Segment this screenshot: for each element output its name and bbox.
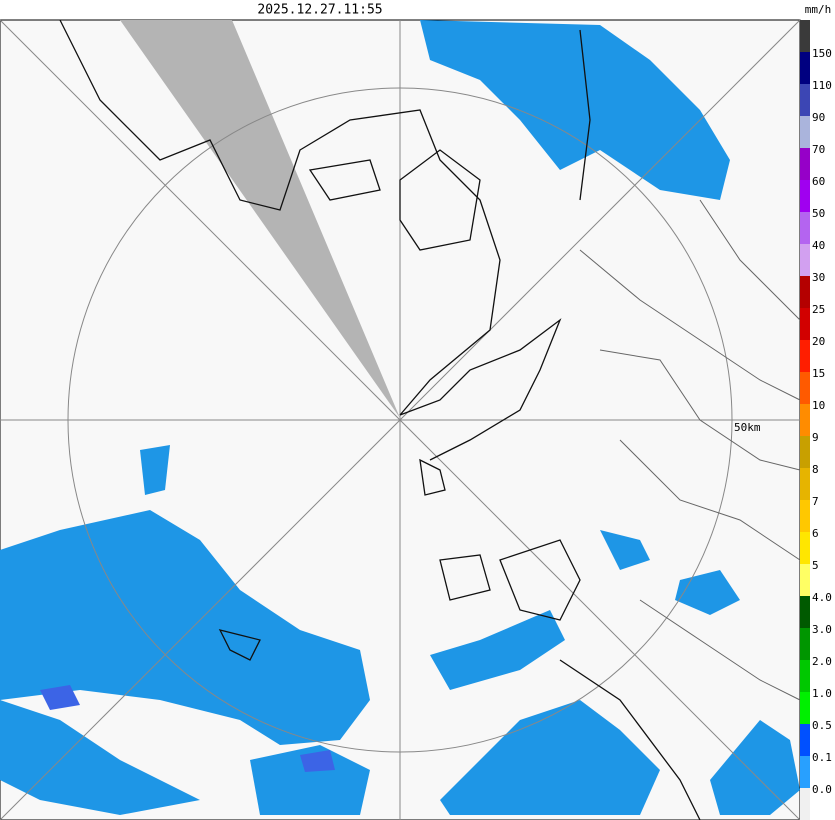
timestamp: 2025.12.27.11:55 <box>257 3 382 18</box>
legend-swatch <box>800 148 810 180</box>
legend-swatch <box>800 244 810 276</box>
precipitation <box>0 20 800 815</box>
legend-label: 2.0 <box>812 655 832 668</box>
legend-swatch <box>800 52 810 84</box>
legend-label: 110 <box>812 79 832 92</box>
range-label: 50km <box>734 421 761 434</box>
legend-swatch <box>800 84 810 116</box>
legend-label: 30 <box>812 271 825 284</box>
legend-label: 20 <box>812 335 825 348</box>
coastline <box>59 19 701 820</box>
blocked-beam <box>120 20 400 418</box>
legend-label: 90 <box>812 111 825 124</box>
legend-label: 0.1 <box>812 751 832 764</box>
legend-label: 0.0 <box>812 783 832 796</box>
legend-label: 7 <box>812 495 819 508</box>
legend-label: 8 <box>812 463 819 476</box>
legend-swatch <box>800 308 810 340</box>
boundaries <box>579 199 801 701</box>
legend-swatch <box>800 692 810 724</box>
legend-unit: mm/h <box>805 3 832 16</box>
legend-swatch <box>800 468 810 500</box>
legend-swatch <box>800 724 810 756</box>
legend-swatch <box>800 180 810 212</box>
legend-label: 6 <box>812 527 819 540</box>
legend-swatch <box>800 116 810 148</box>
legend-label: 60 <box>812 175 825 188</box>
legend-swatch <box>800 500 810 532</box>
legend-swatch <box>800 436 810 468</box>
legend-label: 1.0 <box>812 687 832 700</box>
legend-swatch <box>800 660 810 692</box>
precipitation-core <box>40 685 335 772</box>
legend-label: 4.0 <box>812 591 832 604</box>
legend-swatch <box>800 596 810 628</box>
legend: 150 110 90 70 60 50 40 30 25 20 15 10 9 8 7 6 5 4.0 3.0 2.0… <box>800 20 832 820</box>
legend-swatch <box>800 564 810 596</box>
legend-label: 0.5 <box>812 719 832 732</box>
legend-label: 9 <box>812 431 819 444</box>
range-rings <box>0 19 801 820</box>
legend-swatch <box>800 276 810 308</box>
legend-swatch <box>800 340 810 372</box>
legend-swatch <box>800 372 810 404</box>
legend-label: 5 <box>812 559 819 572</box>
legend-label: 3.0 <box>812 623 832 636</box>
legend-swatch <box>800 20 810 52</box>
legend-label: 70 <box>812 143 825 156</box>
legend-swatch <box>800 628 810 660</box>
legend-swatch <box>800 788 810 820</box>
legend-swatch <box>800 756 810 788</box>
map: 50km <box>0 19 801 820</box>
legend-label: 40 <box>812 239 825 252</box>
legend-label: 10 <box>812 399 825 412</box>
legend-swatch <box>800 532 810 564</box>
legend-label: 150 <box>812 47 832 60</box>
legend-label: 50 <box>812 207 825 220</box>
legend-label: 15 <box>812 367 825 380</box>
legend-label: 25 <box>812 303 825 316</box>
legend-swatch <box>800 404 810 436</box>
legend-swatch <box>800 212 810 244</box>
